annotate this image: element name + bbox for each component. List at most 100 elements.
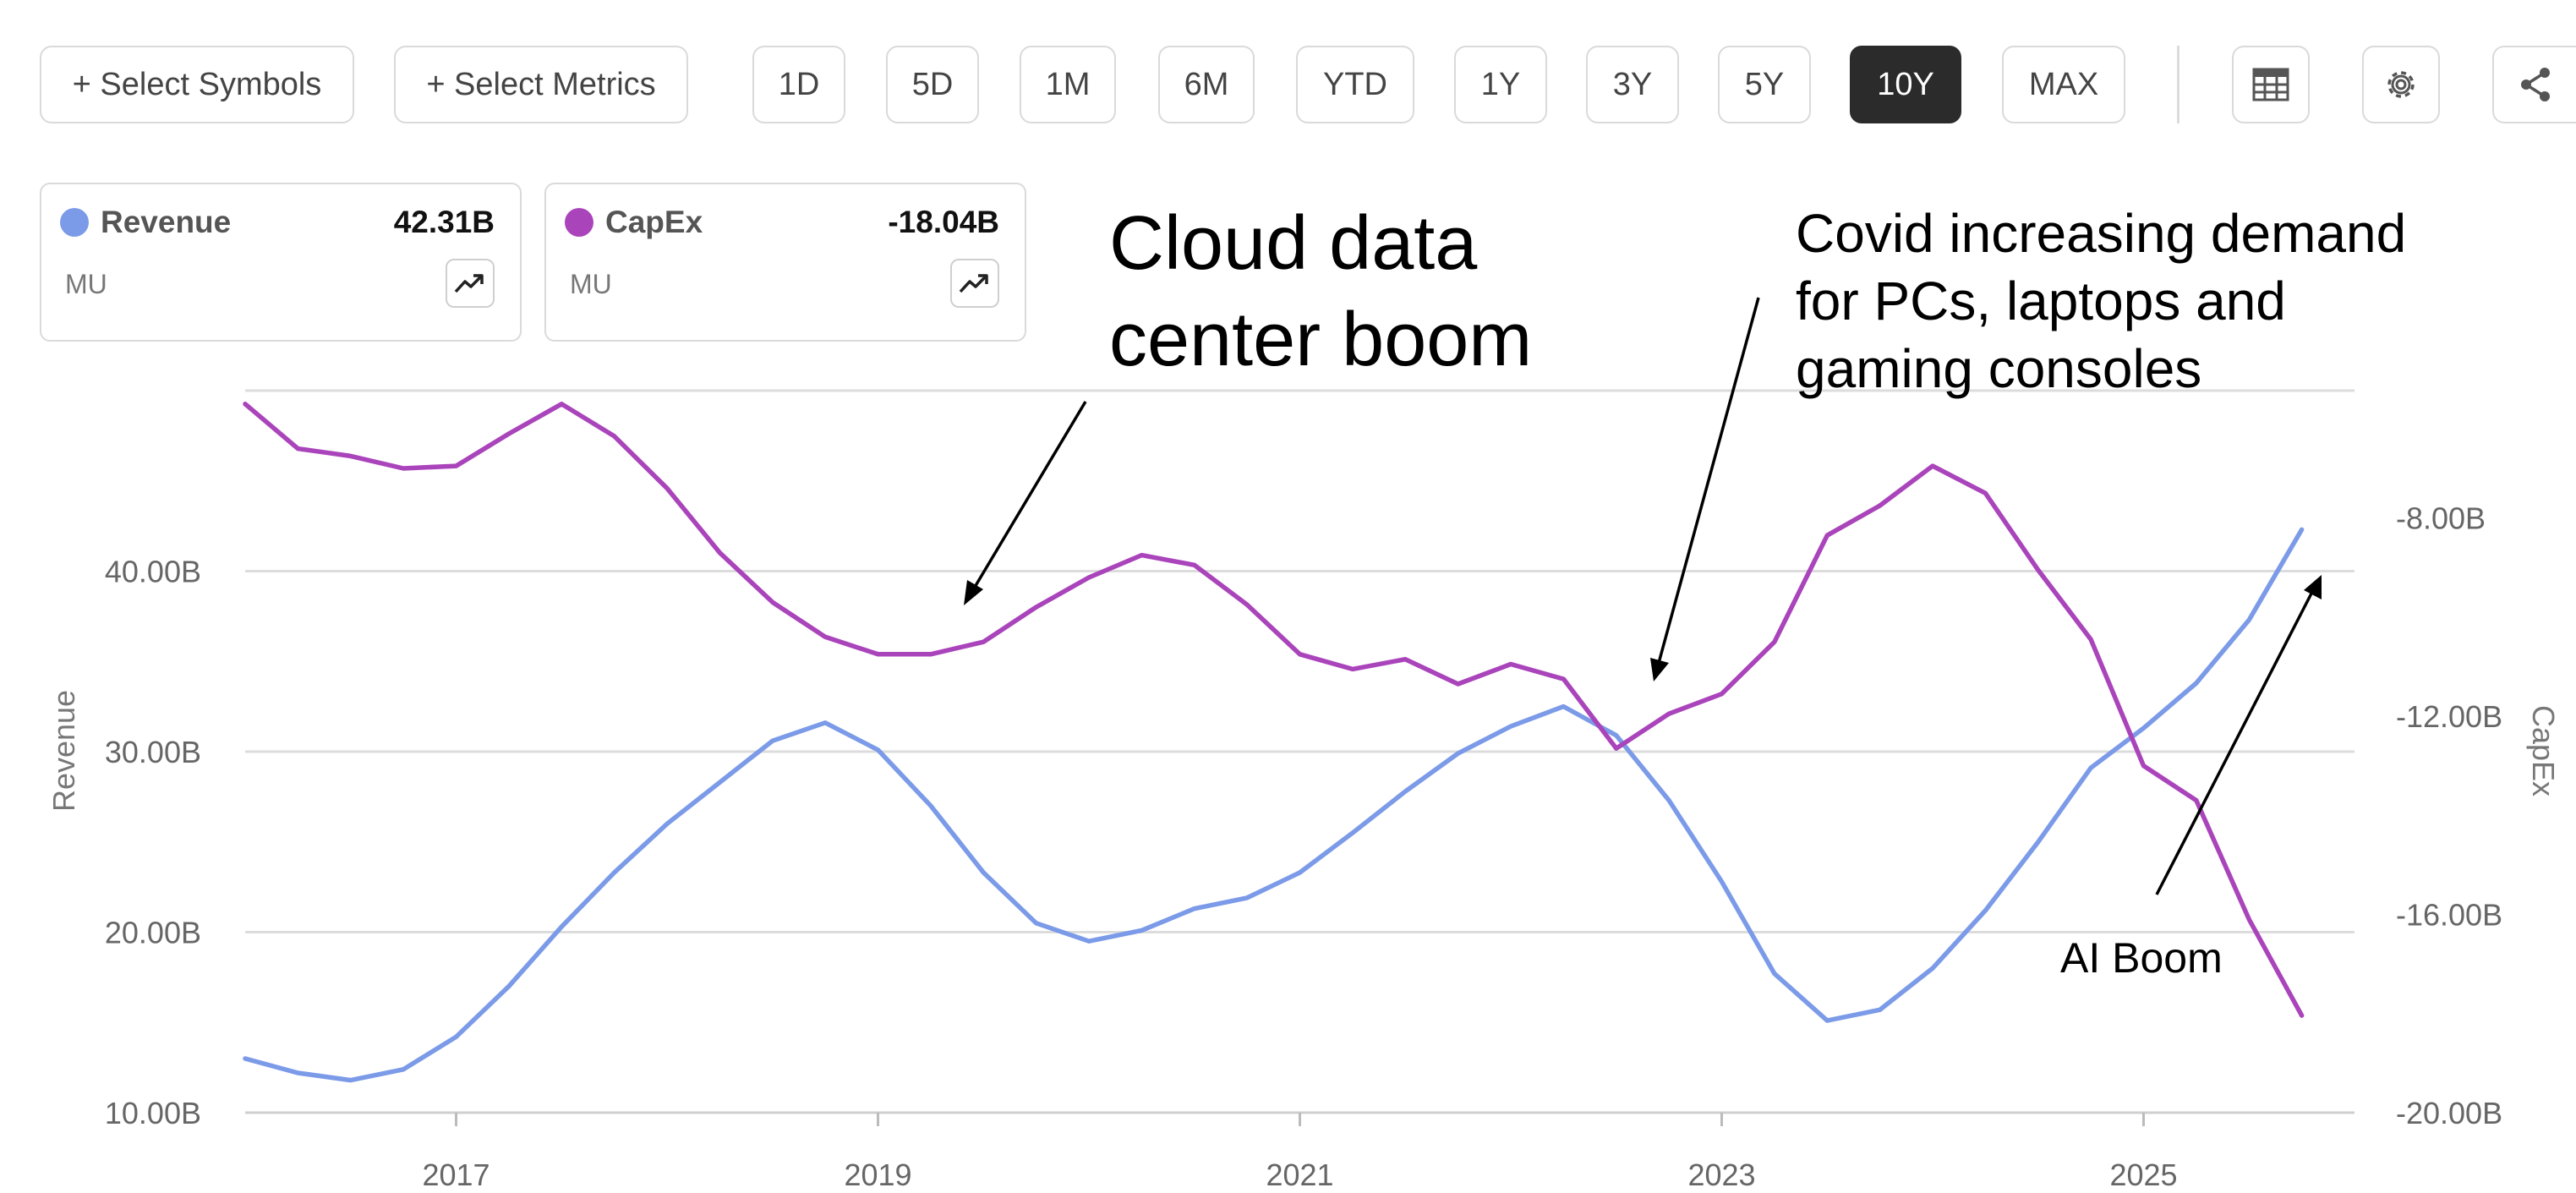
- revenue-data-point: [823, 720, 828, 725]
- capex-data-point: [1772, 640, 1776, 644]
- revenue-legend-card[interactable]: Revenue 42.31B MU: [40, 183, 522, 342]
- capex-data-point: [612, 434, 616, 438]
- capex-trend-button[interactable]: [950, 259, 999, 308]
- revenue-data-point: [1614, 733, 1618, 737]
- select-metrics-button[interactable]: + Select Metrics: [394, 46, 688, 123]
- revenue-data-point: [348, 1078, 353, 1082]
- range-1y-button[interactable]: 1Y: [1454, 46, 1547, 123]
- revenue-data-point: [1140, 928, 1144, 933]
- revenue-data-point: [1087, 939, 1091, 944]
- revenue-data-point: [612, 871, 616, 874]
- range-1m-button[interactable]: 1M: [1020, 46, 1116, 123]
- revenue-data-point: [665, 822, 669, 826]
- capex-data-point: [1087, 576, 1091, 579]
- range-3y-button[interactable]: 3Y: [1586, 46, 1679, 123]
- capex-data-point: [928, 652, 933, 656]
- settings-button[interactable]: [2362, 46, 2440, 123]
- toolbar-divider: [2177, 46, 2179, 123]
- capex-data-point: [454, 464, 458, 468]
- capex-data-point: [1298, 652, 1302, 656]
- revenue-data-point: [402, 1067, 406, 1071]
- revenue-data-point: [2089, 766, 2093, 770]
- left-axis-tick-label: 40.00B: [105, 555, 201, 589]
- capex-data-point: [2036, 568, 2040, 572]
- capex-data-point: [1878, 504, 1882, 507]
- revenue-data-point: [1667, 798, 1671, 802]
- right-axis-tick-label: -8.00B: [2396, 501, 2486, 536]
- trending-up-icon: [454, 274, 484, 293]
- range-5y-button[interactable]: 5Y: [1718, 46, 1811, 123]
- covid-arrowhead: [1650, 658, 1669, 681]
- revenue-data-point: [1192, 906, 1196, 911]
- revenue-data-point: [718, 780, 722, 785]
- select-symbols-button[interactable]: + Select Symbols: [40, 46, 354, 123]
- left-axis-title: Revenue: [46, 690, 81, 812]
- right-axis-tick-label: -20.00B: [2396, 1096, 2502, 1130]
- x-axis-ticks: 2017 2019 2021 2023 2025: [422, 1113, 2178, 1192]
- revenue-data-point: [243, 1057, 247, 1060]
- capex-data-point: [506, 432, 511, 435]
- range-6m-button[interactable]: 6M: [1158, 46, 1255, 123]
- revenue-data-point: [296, 1071, 300, 1075]
- capex-data-point: [2141, 763, 2146, 768]
- range-ytd-button[interactable]: YTD: [1296, 46, 1414, 123]
- left-axis-tick-label: 10.00B: [105, 1096, 201, 1130]
- x-axis-tick-label: 2021: [1266, 1157, 1333, 1192]
- range-10y-button[interactable]: 10Y: [1850, 46, 1961, 123]
- revenue-legend-value: 42.31B: [393, 205, 495, 239]
- capex-data-point: [243, 402, 247, 406]
- capex-data-point: [982, 640, 986, 644]
- revenue-data-point: [1298, 871, 1302, 874]
- annotations: [964, 297, 2322, 895]
- revenue-data-point: [2194, 681, 2198, 685]
- range-max-button[interactable]: MAX: [2002, 46, 2125, 123]
- revenue-data-point: [506, 984, 511, 988]
- revenue-data-point: [1772, 971, 1776, 976]
- capex-data-point: [718, 550, 722, 555]
- capex-legend-value: -18.04B: [888, 205, 999, 239]
- capex-data-point: [823, 635, 828, 639]
- capex-legend-card[interactable]: CapEx -18.04B MU: [544, 183, 1026, 342]
- x-axis-tick-label: 2025: [2109, 1157, 2177, 1192]
- capex-color-dot: [565, 208, 593, 237]
- range-5d-button[interactable]: 5D: [886, 46, 979, 123]
- left-axis-ticks: 10.00B 20.00B 30.00B 40.00B: [105, 555, 201, 1131]
- share-button[interactable]: [2492, 46, 2576, 123]
- capex-data-point: [402, 467, 406, 470]
- capex-data-point: [1614, 747, 1618, 751]
- x-axis-tick-label: 2019: [844, 1157, 911, 1192]
- capex-data-point: [1561, 677, 1566, 681]
- covid-annotation-line3: gaming consoles: [1796, 338, 2201, 399]
- chart-grid: [245, 389, 2354, 1114]
- capex-data-point: [1403, 657, 1408, 661]
- capex-data-point: [1983, 491, 1988, 495]
- capex-data-point: [1456, 682, 1460, 686]
- ai-annotation-arrow: [2155, 591, 2314, 895]
- revenue-data-point: [2300, 528, 2304, 532]
- covid-annotation-line1: Covid increasing demand: [1796, 203, 2406, 264]
- capex-data-point: [2247, 917, 2251, 922]
- cloud-arrowhead: [964, 580, 983, 605]
- revenue-data-point: [1561, 704, 1566, 709]
- capex-data-point: [1509, 662, 1512, 666]
- revenue-series-line: [243, 527, 2305, 1083]
- capex-data-point: [1192, 563, 1196, 567]
- revenue-data-point: [1931, 966, 1934, 971]
- capex-data-point: [1931, 464, 1934, 468]
- x-axis-tick-label: 2017: [422, 1157, 489, 1192]
- range-1d-button[interactable]: 1D: [752, 46, 845, 123]
- table-view-button[interactable]: [2232, 46, 2310, 123]
- cloud-annotation-arrow: [972, 401, 1087, 589]
- capex-data-point: [1720, 692, 1724, 696]
- revenue-data-point: [2036, 840, 2040, 844]
- revenue-data-point: [1878, 1008, 1882, 1012]
- revenue-data-point: [1403, 790, 1408, 793]
- revenue-trend-button[interactable]: [446, 259, 495, 308]
- gear-icon: [2387, 71, 2415, 98]
- capex-series-line: [243, 402, 2305, 1018]
- cloud-annotation-line1: Cloud data: [1109, 201, 1478, 286]
- right-axis-tick-label: -12.00B: [2396, 699, 2502, 734]
- ai-arrowhead: [2304, 575, 2322, 599]
- capex-data-point: [1825, 534, 1829, 538]
